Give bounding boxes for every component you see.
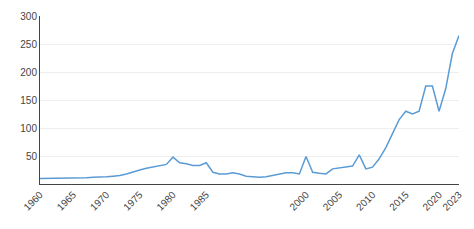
svg-text:1980: 1980 xyxy=(154,189,178,213)
svg-text:300: 300 xyxy=(20,11,37,22)
svg-text:2023: 2023 xyxy=(440,189,464,213)
svg-text:50: 50 xyxy=(26,151,38,162)
svg-text:200: 200 xyxy=(20,67,37,78)
svg-text:150: 150 xyxy=(20,95,37,106)
svg-text:100: 100 xyxy=(20,123,37,134)
svg-text:1985: 1985 xyxy=(188,189,212,213)
svg-text:250: 250 xyxy=(20,39,37,50)
svg-text:2020: 2020 xyxy=(420,189,444,213)
svg-text:2000: 2000 xyxy=(287,189,311,213)
svg-text:2015: 2015 xyxy=(387,189,411,213)
svg-text:2005: 2005 xyxy=(321,189,345,213)
svg-text:1965: 1965 xyxy=(55,189,79,213)
svg-text:2010: 2010 xyxy=(354,189,378,213)
svg-text:1975: 1975 xyxy=(121,189,145,213)
svg-text:1960: 1960 xyxy=(21,189,45,213)
svg-text:1970: 1970 xyxy=(88,189,112,213)
